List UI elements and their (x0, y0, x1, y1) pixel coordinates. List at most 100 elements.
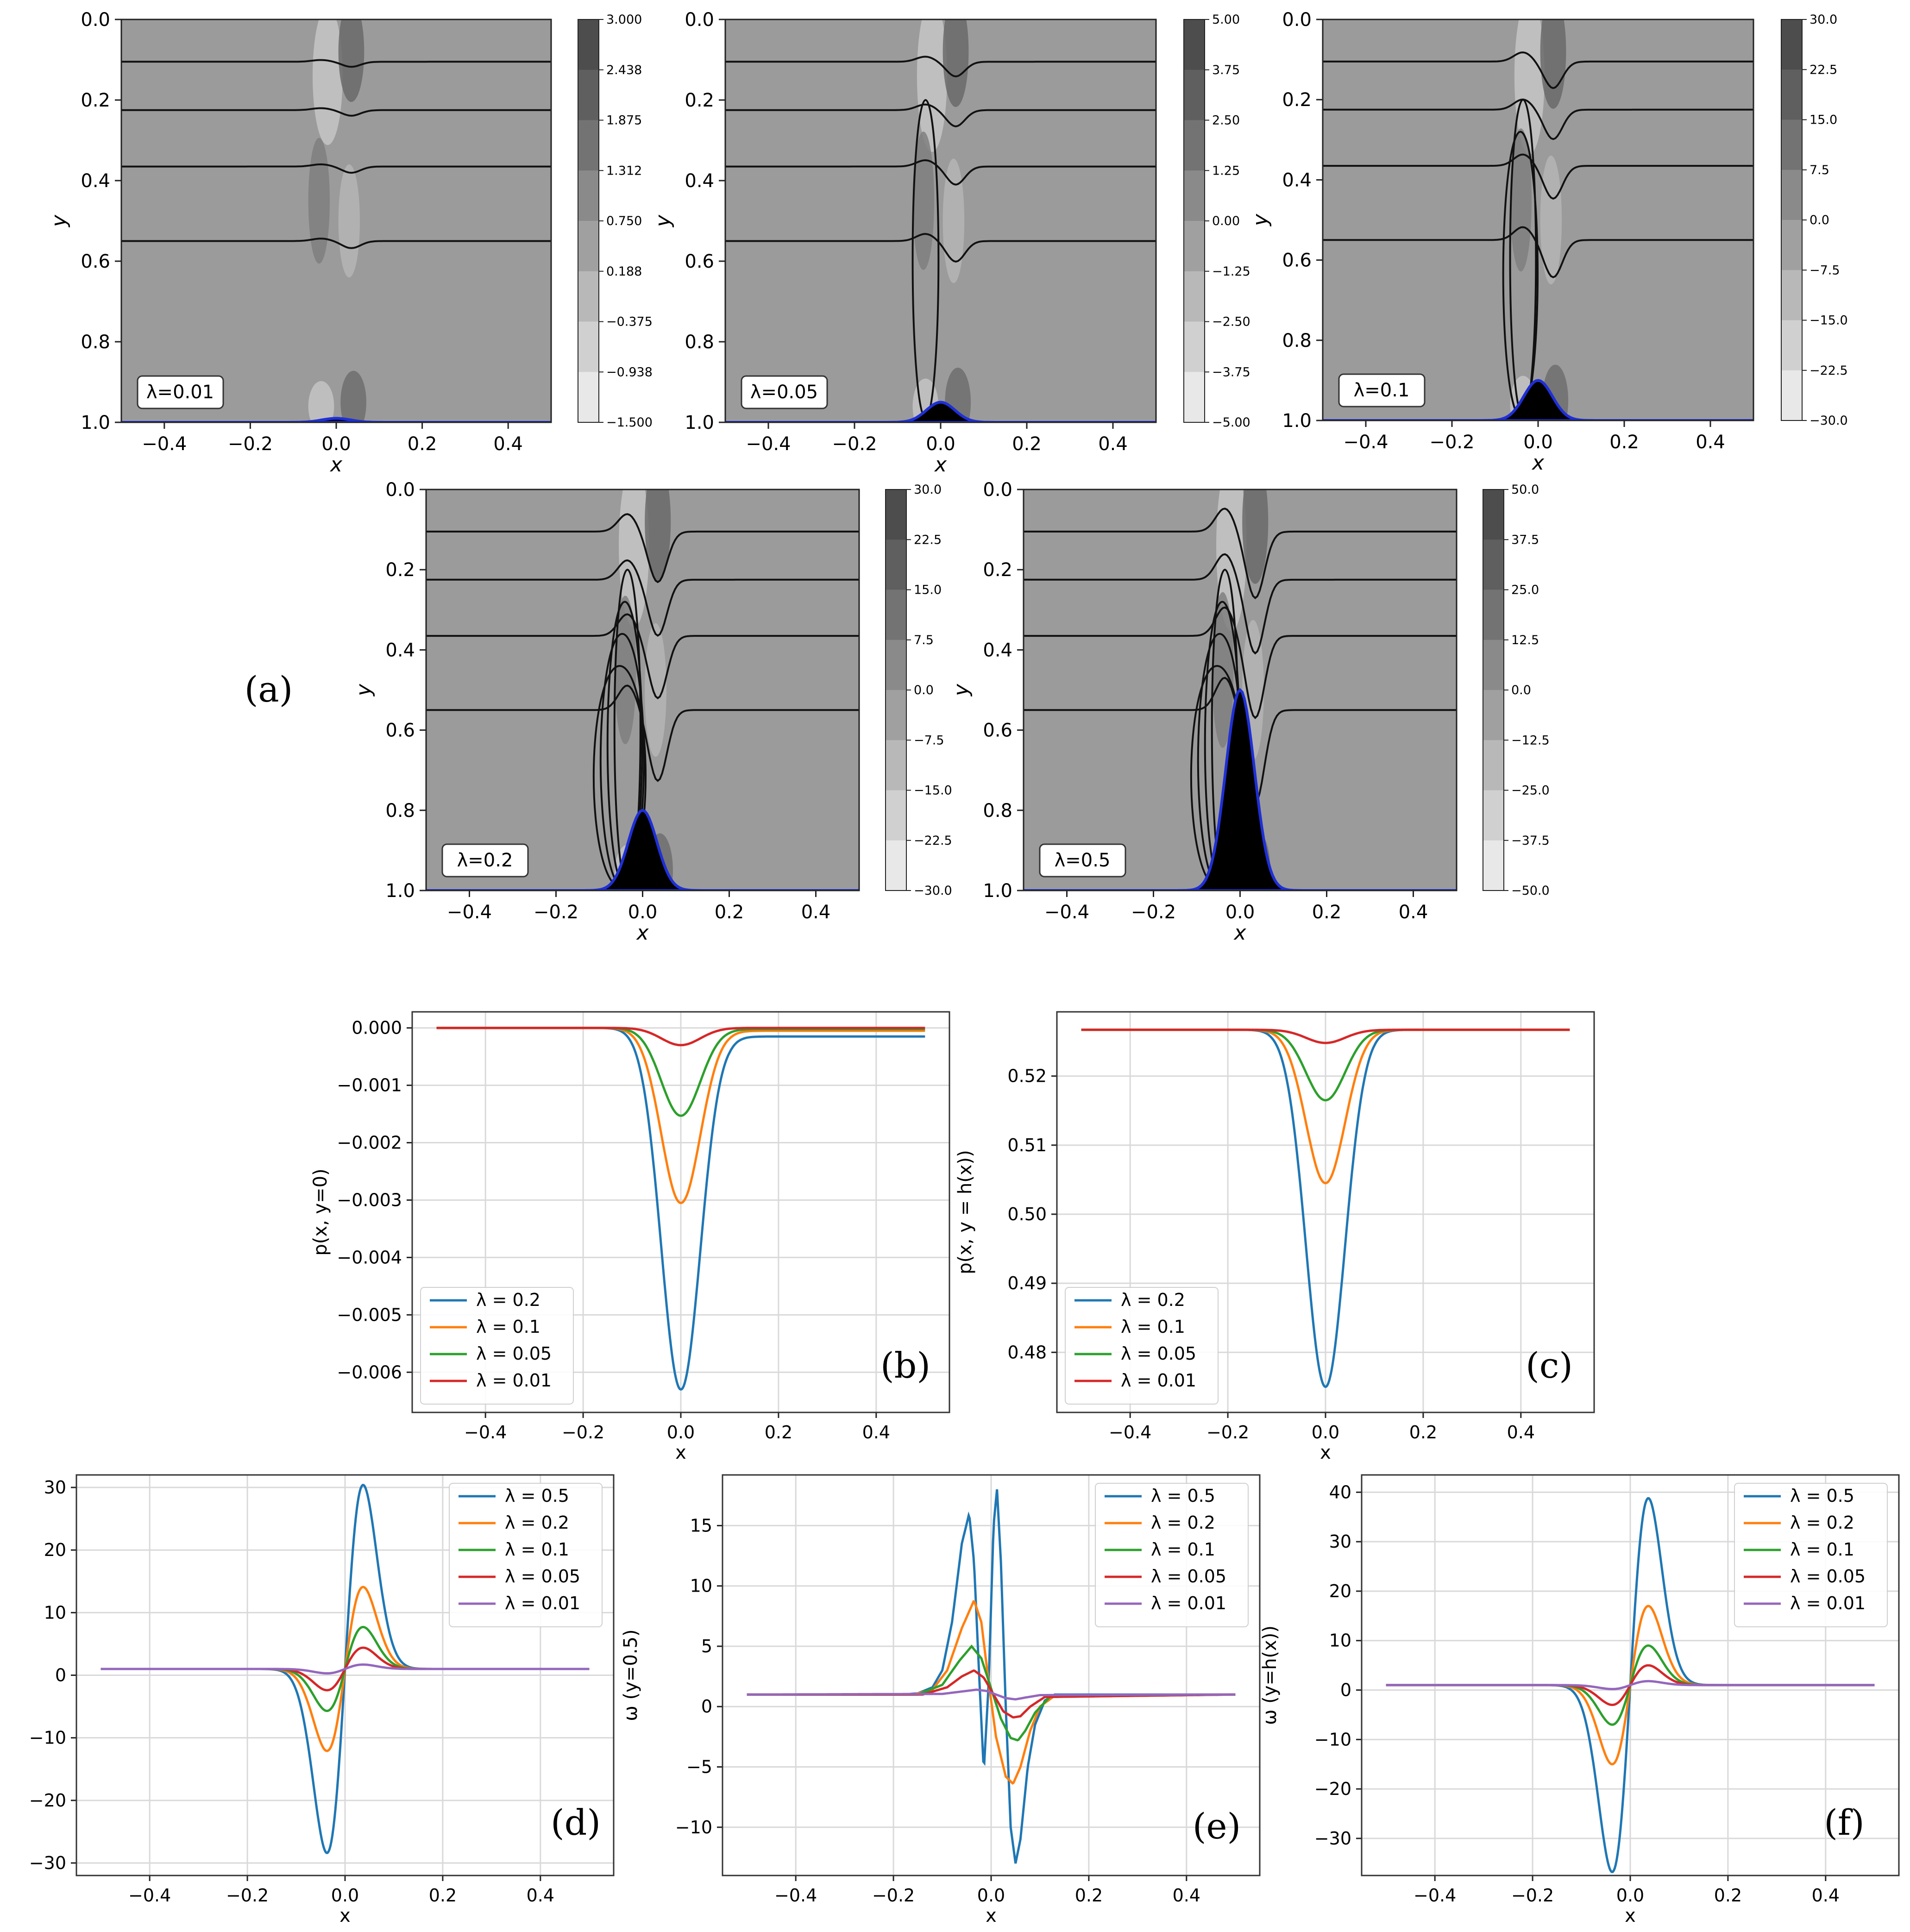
colorbar-tick-label: 22.5 (1809, 63, 1837, 77)
colorbar-tick-label: −1.25 (1212, 264, 1250, 279)
axes-frame (75, 1474, 615, 1876)
colorbar-band (578, 271, 599, 322)
legend-label: λ = 0.05 (476, 1343, 552, 1364)
panel-label-c: (c) (1526, 1345, 1573, 1386)
x-axis-label: x (1531, 451, 1545, 475)
colorbar-band (886, 690, 906, 740)
colorbar-band (1483, 690, 1504, 740)
colorbar-tick-label: −1.500 (606, 415, 653, 430)
streamline (121, 163, 551, 174)
y-tick-label: −5 (686, 1757, 712, 1777)
y-tick-label: 0.4 (385, 640, 415, 661)
y-tick-label: 0.2 (983, 559, 1012, 581)
vorticity-blob (645, 623, 666, 757)
x-tick-label: 0.0 (1523, 432, 1553, 453)
y-tick-label: 20 (1329, 1581, 1351, 1601)
series-line (1081, 1029, 1570, 1044)
colorbar-tick-label: 2.438 (606, 63, 642, 77)
x-tick-label: −0.2 (226, 1885, 269, 1906)
colorbar-tick-label: 30.0 (914, 483, 942, 497)
colorbar-tick-label: −22.5 (914, 834, 952, 848)
axes-frame (1056, 1011, 1595, 1413)
x-axis-label: x (934, 453, 947, 477)
streamline (121, 59, 551, 68)
y-tick-label: 15 (690, 1515, 712, 1536)
y-tick-label: 5 (701, 1636, 712, 1656)
series-line (101, 1663, 590, 1675)
x-tick-label: 0.4 (493, 433, 523, 455)
colorbar-tick-label: −7.5 (1809, 263, 1840, 277)
x-tick-label: 0.0 (667, 1422, 695, 1443)
legend-label: λ = 0.01 (1121, 1370, 1196, 1391)
colorbar-tick-label: 15.0 (914, 583, 942, 597)
y-tick-label: 0.2 (685, 90, 714, 111)
colorbar-band (1483, 790, 1504, 841)
y-tick-label: −30 (1314, 1828, 1351, 1849)
colorbar-tick-label: 3.000 (606, 13, 642, 27)
x-tick-label: −0.2 (872, 1885, 915, 1906)
colorbar-band (886, 840, 906, 891)
legend-label: λ = 0.01 (1790, 1593, 1866, 1613)
colorbar-tick-label: 7.5 (914, 633, 934, 647)
y-axis-label: y (1249, 213, 1272, 227)
x-axis-label: x (986, 1905, 997, 1926)
vorticity-blob (1540, 19, 1566, 109)
y-tick-label: 0.0 (685, 9, 714, 31)
legend-label: λ = 0.2 (476, 1290, 540, 1310)
legend-box (1065, 1287, 1219, 1405)
x-tick-label: 0.2 (765, 1422, 792, 1443)
lambda-annotation: λ=0.5 (1055, 850, 1111, 871)
x-tick-label: 0.4 (1696, 432, 1725, 453)
y-tick-label: −10 (675, 1817, 712, 1838)
y-tick-label: −30 (29, 1853, 66, 1873)
colorbar-tick-label: 1.875 (606, 113, 642, 128)
colorbar-band (578, 372, 599, 423)
y-tick-label: −10 (1314, 1729, 1351, 1750)
y-tick-label: −0.004 (337, 1247, 402, 1267)
colorbar-band (1483, 840, 1504, 891)
panel-label-d: (d) (551, 1802, 601, 1843)
lambda-annotation: λ=0.01 (146, 382, 214, 403)
y-tick-label: −0.005 (337, 1305, 402, 1325)
legend-label: λ = 0.01 (1151, 1593, 1226, 1613)
legend-box (1734, 1483, 1888, 1627)
y-tick-label: 0.2 (385, 559, 415, 581)
y-tick-label: 1.0 (983, 880, 1012, 902)
colorbar-band (578, 170, 599, 221)
line-chart: −0.4 −0.2 0.0 0.2 0.4 40 30 20 10 0 −10 −20 −30 x ω (y… (1259, 1474, 1900, 1926)
streamline (1323, 153, 1753, 200)
y-tick-label: 0.4 (81, 170, 110, 192)
colorbar-band (1781, 220, 1802, 270)
streamline (725, 103, 1156, 127)
legend-label: λ = 0.5 (1151, 1486, 1215, 1506)
colorbar-band (578, 120, 599, 171)
axes-frame (722, 1474, 1261, 1876)
colorbar-band (886, 790, 906, 841)
x-tick-label: −0.4 (1044, 902, 1089, 923)
legend-label: λ = 0.05 (505, 1566, 580, 1587)
contour-panel: −0.4 −0.2 0.0 0.2 0.4 0.0 0.2 0.4 0.6 0.8 1.0 x y λ=0… (352, 479, 952, 945)
colorbar-tick-label: −30.0 (914, 884, 952, 898)
x-tick-label: 0.2 (715, 902, 744, 923)
x-tick-label: −0.2 (1206, 1422, 1249, 1443)
legend-label: λ = 0.05 (1121, 1343, 1196, 1364)
colorbar-tick-label: 2.50 (1212, 113, 1240, 128)
y-tick-label: 30 (44, 1477, 66, 1498)
y-tick-label: −0.002 (337, 1133, 402, 1153)
vorticity-blob (340, 370, 366, 422)
y-tick-label: −10 (29, 1728, 66, 1748)
colorbar-band (1184, 19, 1205, 70)
y-axis-label: ω (y=h(x)) (1259, 1625, 1281, 1725)
vorticity-blob (942, 19, 969, 107)
lambda-annotation-box (1039, 843, 1126, 878)
line-chart: −0.4 −0.2 0.0 0.2 0.4 0.000 −0.001 −0.002 −0.003… (310, 1011, 950, 1463)
streamline (426, 559, 859, 637)
colorbar-tick-label: 1.312 (606, 163, 642, 178)
y-tick-label: 0.8 (983, 800, 1012, 822)
y-tick-label: −20 (1314, 1779, 1351, 1799)
x-tick-label: −0.4 (142, 433, 187, 455)
streamline (725, 233, 1156, 263)
y-tick-label: 0.51 (1007, 1135, 1047, 1155)
